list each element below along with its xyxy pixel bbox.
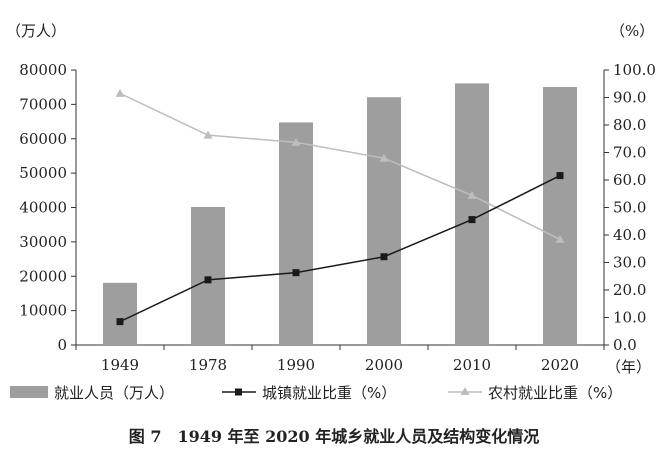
urban-share-line [119, 174, 561, 323]
y-left-tick-label: 40000 [19, 199, 67, 217]
bar [191, 206, 225, 345]
y-right-tick-label: 0.0 [613, 336, 637, 354]
y-right-tick-label: 40.0 [613, 226, 646, 244]
y-left-tick-label: 30000 [19, 233, 67, 251]
legend-label-employed: 就业人员（万人） [54, 384, 174, 402]
x-tick-label: 1978 [189, 356, 227, 374]
y-left-tick-label: 50000 [19, 164, 67, 182]
bar [367, 97, 401, 345]
x-tick-label: 1990 [277, 356, 315, 374]
chart: 0 10000 20000 30000 40000 50000 60000 70000 8000… [6, 22, 656, 402]
bar [543, 86, 577, 345]
y-left-tick-label: 80000 [19, 61, 67, 79]
bar [103, 282, 137, 345]
rural-share-line [119, 92, 561, 241]
legend: 就业人员（万人） 城镇就业比重（%） 农村就业比重（%） [10, 384, 622, 402]
urban-share-point [556, 172, 564, 180]
y-right-tick-label: 100.0 [613, 61, 656, 79]
figure-caption: 图 7 1949 年至 2020 年城乡就业人员及结构变化情况 [128, 427, 540, 446]
y-left-tick-label: 70000 [19, 95, 67, 113]
x-tick-label: 2010 [453, 356, 491, 374]
rural-share-point [115, 88, 125, 97]
legend-swatch-employed [10, 386, 48, 398]
legend-label-urban: 城镇就业比重（%） [262, 384, 396, 402]
right-ticks: 0.0 10.0 20.0 30.0 40.0 50.0 60.0 70.0 80.0 90.0 1… [604, 61, 656, 354]
bars [103, 83, 577, 345]
urban-share-point [292, 269, 300, 277]
y-right-unit: （%） [610, 22, 654, 40]
rural-share-point [203, 130, 213, 139]
y-right-tick-label: 50.0 [613, 199, 646, 217]
legend-marker-urban [235, 388, 242, 396]
y-left-tick-label: 20000 [19, 267, 67, 285]
y-right-tick-label: 20.0 [613, 281, 646, 299]
y-left-tick-label: 0 [57, 336, 67, 354]
rural-share-point [555, 234, 565, 243]
y-right-tick-label: 10.0 [613, 309, 646, 327]
x-tick-label: 1949 [101, 356, 139, 374]
lines [115, 88, 565, 326]
x-unit: （年） [606, 358, 651, 376]
urban-share-point [204, 276, 212, 284]
x-ticks: 1949 1978 1990 2000 2010 2020 [75, 345, 605, 374]
x-tick-label: 2020 [541, 356, 579, 374]
y-left-tick-label: 10000 [19, 302, 67, 320]
urban-share-point [380, 253, 388, 261]
y-right-tick-label: 90.0 [613, 89, 646, 107]
rural-share-point [291, 137, 301, 146]
y-left-tick-label: 60000 [19, 130, 67, 148]
bar [279, 122, 313, 345]
rural-share-point [467, 190, 477, 199]
x-tick-label: 2000 [365, 356, 403, 374]
y-left-unit: （万人） [6, 22, 66, 40]
urban-share-point [116, 318, 124, 326]
y-right-tick-label: 80.0 [613, 116, 646, 134]
rural-share-point [379, 153, 389, 162]
legend-label-rural: 农村就业比重（%） [488, 384, 622, 402]
urban-share-point [468, 216, 476, 224]
legend-marker-rural [460, 387, 470, 395]
axes [75, 70, 605, 346]
left-ticks: 0 10000 20000 30000 40000 50000 60000 70000 8000… [19, 61, 76, 354]
y-right-tick-label: 30.0 [613, 254, 646, 272]
y-right-tick-label: 60.0 [613, 171, 646, 189]
y-right-tick-label: 70.0 [613, 144, 646, 162]
